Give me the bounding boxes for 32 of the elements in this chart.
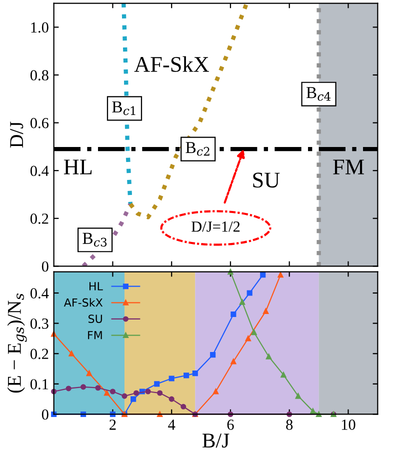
y-tick-label: 0 xyxy=(42,261,48,272)
y-axis-title: D/J xyxy=(10,122,24,148)
annotation: D/J=1/2 xyxy=(192,222,240,232)
y-axis-title: (E − E$_{gs}$)/N$_{s}$ xyxy=(7,294,27,393)
y-tick-label: 0.4 xyxy=(30,288,49,299)
y-tick-label: 0.2 xyxy=(30,348,48,360)
x-axis-title: B/J xyxy=(202,434,230,448)
legend-label: FM xyxy=(88,331,102,340)
x-tick-label: 8 xyxy=(286,420,293,430)
annotation: SU xyxy=(253,172,280,188)
annotation: B$_{c1}$ xyxy=(112,101,136,116)
annotation: B$_{c2}$ xyxy=(186,142,210,156)
y-tick-label: 0.6 xyxy=(30,118,49,128)
annotation: HL xyxy=(64,160,92,174)
annotation: B$_{c4}$ xyxy=(306,87,331,101)
legend-label: SU xyxy=(88,314,102,324)
legend-label: HL xyxy=(89,282,103,290)
x-tick-label: 4 xyxy=(168,420,176,430)
y-tick-label: 0 xyxy=(42,409,48,420)
y-tick-label: 0.1 xyxy=(30,379,48,390)
annotation: AF-SkX xyxy=(134,56,209,72)
legend-label: AF-SkX xyxy=(64,298,103,307)
x-tick-label: 2 xyxy=(110,420,116,430)
x-tick-label: 6 xyxy=(227,420,234,430)
y-tick-label: 0.2 xyxy=(30,214,48,224)
annotation: FM xyxy=(333,160,364,174)
x-tick-label: 10 xyxy=(342,420,356,430)
y-tick-label: 0.3 xyxy=(30,318,48,329)
y-tick-label: 1.0 xyxy=(31,22,48,33)
annotation: B$_{c3}$ xyxy=(82,232,107,247)
y-tick-label: 0.4 xyxy=(30,166,49,176)
y-tick-label: 0.8 xyxy=(30,70,48,80)
